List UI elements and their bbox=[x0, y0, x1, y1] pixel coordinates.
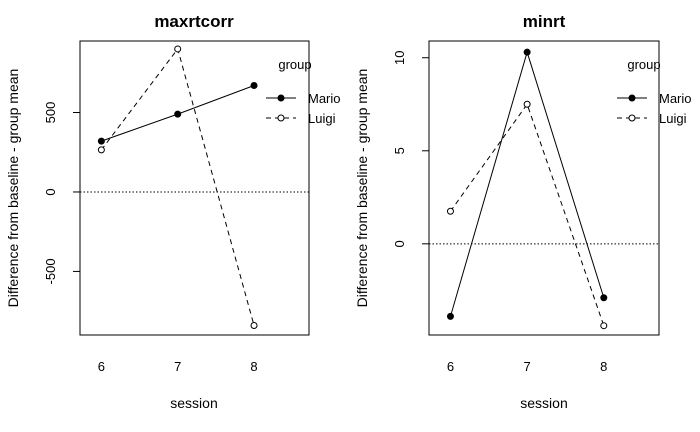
legend: group Mario Luigi bbox=[266, 57, 341, 126]
data-point-mario bbox=[97, 137, 105, 145]
series-line-luigi bbox=[100, 47, 255, 326]
plot-frame bbox=[79, 40, 310, 336]
data-point-luigi bbox=[523, 100, 531, 108]
x-axis-label: session bbox=[170, 395, 217, 411]
data-point-luigi bbox=[446, 207, 454, 215]
chart-title: minrt bbox=[523, 12, 566, 31]
legend-entry-luigi: Luigi bbox=[617, 111, 687, 126]
legend: group Mario Luigi bbox=[617, 57, 692, 126]
y-tick-label: 0 bbox=[43, 188, 58, 195]
data-point-luigi bbox=[174, 45, 182, 53]
x-tick-label: 8 bbox=[250, 359, 257, 374]
y-axis-label: Difference from baseline - group mean bbox=[5, 69, 21, 308]
data-point-luigi bbox=[97, 146, 105, 154]
legend-title: group bbox=[627, 57, 660, 72]
legend-entry-mario: Mario bbox=[617, 91, 692, 106]
y-axis-label: Difference from baseline - group mean bbox=[354, 69, 370, 308]
x-tick-label: 7 bbox=[174, 359, 181, 374]
y-tick-label: 0 bbox=[392, 240, 407, 247]
x-tick-label: 7 bbox=[524, 359, 531, 374]
series-layer bbox=[446, 48, 608, 330]
x-tick-label: 6 bbox=[98, 359, 105, 374]
chart-title: maxrtcorr bbox=[154, 12, 234, 31]
legend-entry-mario: Mario bbox=[266, 91, 341, 106]
legend-label: Luigi bbox=[659, 111, 687, 126]
legend-title: group bbox=[278, 57, 311, 72]
y-tick-label: 5 bbox=[392, 147, 407, 154]
panel-maxrtcorr: maxrtcorr session Difference from baseli… bbox=[5, 12, 341, 411]
x-ticks: 6 7 8 bbox=[98, 359, 258, 374]
plot-frame bbox=[428, 40, 660, 336]
x-axis-label: session bbox=[520, 395, 567, 411]
y-tick-label: 10 bbox=[392, 51, 407, 65]
series-line-mario bbox=[449, 50, 605, 317]
panel-minrt: minrt session Difference from baseline -… bbox=[354, 12, 692, 411]
data-point-luigi bbox=[600, 322, 608, 330]
legend-label: Mario bbox=[308, 91, 341, 106]
data-point-mario bbox=[523, 48, 531, 56]
x-tick-label: 6 bbox=[447, 359, 454, 374]
data-point-mario bbox=[600, 294, 608, 302]
y-ticks: 0 5 10 bbox=[392, 51, 429, 247]
series-line-luigi bbox=[450, 103, 605, 326]
data-point-mario bbox=[446, 312, 454, 320]
legend-label: Luigi bbox=[308, 111, 336, 126]
data-point-mario bbox=[174, 110, 182, 118]
x-tick-label: 8 bbox=[600, 359, 607, 374]
y-tick-label: 500 bbox=[43, 102, 58, 124]
data-point-mario bbox=[250, 81, 258, 89]
legend-entry-luigi: Luigi bbox=[266, 111, 336, 126]
data-point-luigi bbox=[250, 321, 258, 329]
series-layer bbox=[97, 45, 258, 329]
y-tick-label: -500 bbox=[43, 258, 58, 284]
legend-label: Mario bbox=[659, 91, 692, 106]
y-ticks: -500 0 500 bbox=[43, 102, 80, 284]
x-ticks: 6 7 8 bbox=[447, 359, 608, 374]
